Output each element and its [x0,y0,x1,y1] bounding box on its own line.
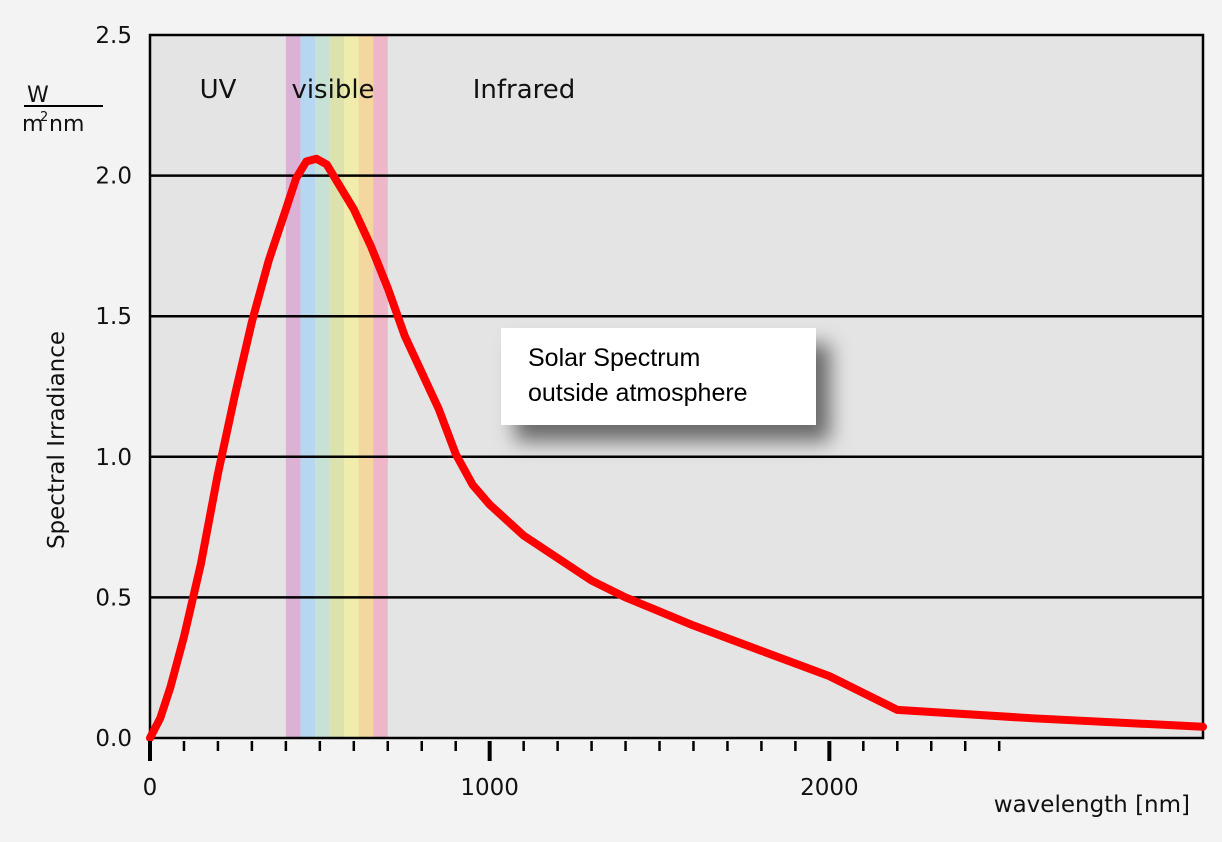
annotation-box: Solar Spectrum outside atmosphere [501,328,816,425]
visible-band-stripe [344,35,359,738]
annotation-box-background [501,328,816,425]
plot-frame [148,33,1205,740]
x-tick-labels: 0 1000 2000 [143,775,859,801]
y-unit-label: W m 2 nm [22,83,103,137]
y-axis-title: Spectral Irradiance [44,331,70,549]
y-tick-label: 0.0 [95,726,132,752]
x-tick-label: 0 [143,775,158,801]
visible-band-stripe [373,35,388,738]
y-tick-label: 1.5 [95,304,132,330]
series-line [146,154,1207,742]
visible-band-stripe [285,35,301,738]
y-tick-label: 1.0 [95,445,132,471]
y-unit-numerator: W [27,83,49,108]
grid-lines [150,174,1203,599]
x-major-ticks [148,741,832,761]
visible-band-stripe [358,35,374,738]
y-tick-labels: 0.0 0.5 1.0 1.5 2.0 2.5 [95,23,132,752]
y-unit-denominator-tail: nm [49,112,84,137]
annotation-line-2: outside atmosphere [528,379,748,407]
visible-band-stripe [300,35,315,738]
region-label-uv: UV [200,75,237,105]
visible-band-stripe [329,35,345,738]
x-tick-label: 2000 [800,775,859,801]
x-minor-ticks [182,741,1001,751]
visible-band-stripe [314,35,330,738]
annotation-line-1: Solar Spectrum [528,344,700,372]
y-unit-denominator-base: m [22,112,43,137]
visible-band [285,35,388,738]
y-unit-denominator-sup: 2 [40,110,48,125]
y-tick-label: 2.0 [95,164,132,190]
x-tick-label: 1000 [460,775,519,801]
y-tick-label: 0.5 [95,585,132,611]
y-tick-label: 2.5 [95,23,132,49]
region-label-infrared: Infrared [473,75,576,105]
x-axis-title: wavelength [nm] [994,792,1190,818]
region-label-visible: visible [291,75,374,105]
